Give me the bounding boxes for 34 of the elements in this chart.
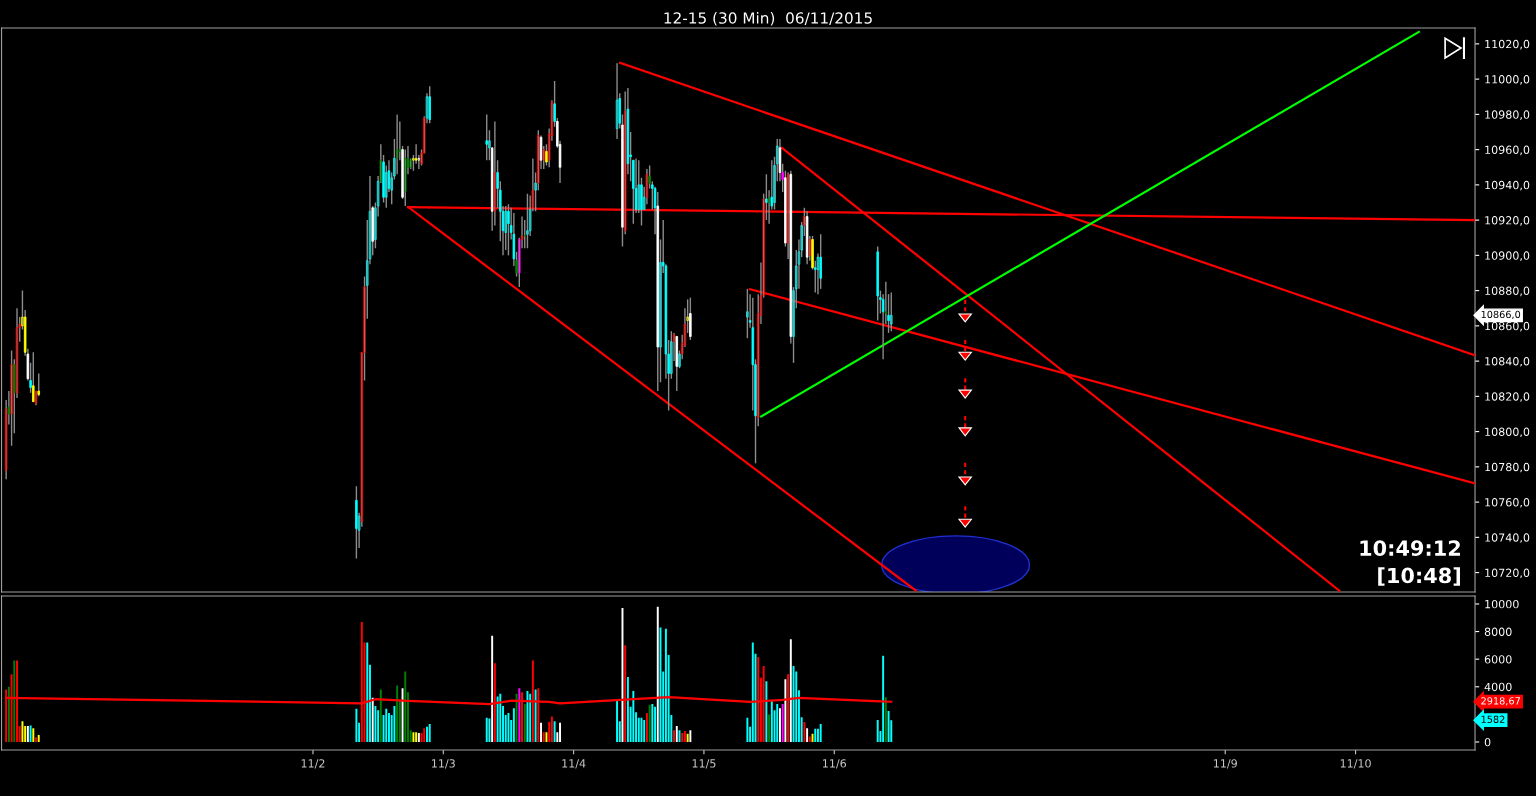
x-tick-label: 11/6 xyxy=(823,759,847,769)
x-tick-label: 11/9 xyxy=(1213,759,1237,769)
text: 1582 xyxy=(1481,715,1505,723)
y-tick-label: 10840,0 xyxy=(1485,357,1530,367)
annotation: [10:48] xyxy=(1378,567,1460,586)
annotation: 10:49:12 xyxy=(1360,540,1460,557)
y-tick-label: 10760,0 xyxy=(1485,498,1530,508)
y-tick-label: 10780,0 xyxy=(1485,462,1530,473)
y-tick-label: 10920,0 xyxy=(1485,216,1530,226)
y-tick-label: 8000 xyxy=(1484,627,1512,636)
y-tick-label: 10820,0 xyxy=(1485,392,1530,402)
y-tick-label: 10860,0 xyxy=(1485,321,1530,332)
y-tick-label: 0 xyxy=(1484,737,1491,747)
y-tick-label: 11020,0 xyxy=(1485,39,1530,50)
y-tick-label: 10900,0 xyxy=(1485,251,1530,261)
y-tick-label: 10980,0 xyxy=(1485,110,1530,120)
y-tick-label: 4000 xyxy=(1484,682,1512,692)
y-tick-label: 10960,0 xyxy=(1485,145,1530,156)
x-tick-label: 11/5 xyxy=(692,759,716,769)
y-tick-label: 10880,0 xyxy=(1485,286,1530,297)
x-tick-label: 11/3 xyxy=(432,759,455,769)
text: 2918,67 xyxy=(1481,697,1520,706)
text: 10866,0 xyxy=(1481,310,1521,320)
chart-title: 12-15 (30 Min) 06/11/2015 xyxy=(664,11,872,26)
x-tick-label: 11/10 xyxy=(1340,759,1371,769)
y-tick-label: 6000 xyxy=(1484,655,1512,664)
x-tick-label: 11/2 xyxy=(301,759,325,769)
y-tick-label: 10000 xyxy=(1485,599,1519,609)
y-tick-label: 11000,0 xyxy=(1485,75,1530,85)
x-tick-label: 11/4 xyxy=(562,759,586,769)
y-tick-label: 10800,0 xyxy=(1485,427,1530,438)
y-tick-label: 10720,0 xyxy=(1485,568,1530,579)
y-tick-label: 10740,0 xyxy=(1485,533,1530,543)
y-tick-label: 10940,0 xyxy=(1485,180,1530,191)
